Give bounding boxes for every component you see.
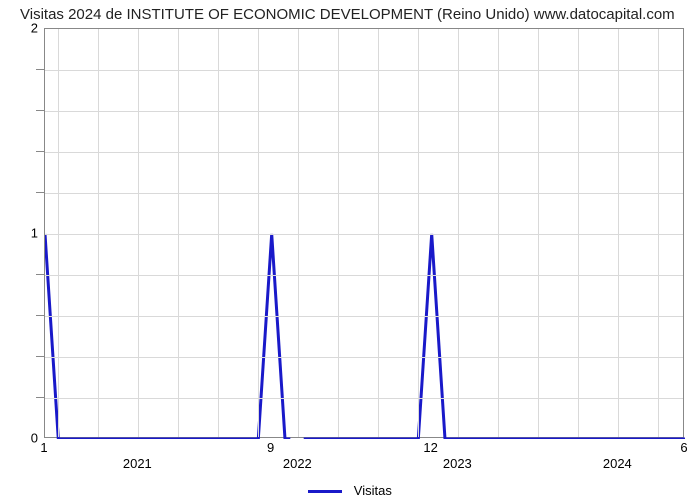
x-tick-label: 6 xyxy=(680,440,687,455)
gridline-vertical xyxy=(618,29,619,437)
gridline-horizontal xyxy=(45,398,683,399)
gridline-horizontal xyxy=(45,316,683,317)
y-minor-tick xyxy=(36,397,44,398)
y-minor-tick xyxy=(36,356,44,357)
gridline-vertical xyxy=(298,29,299,437)
plot-area xyxy=(44,28,684,438)
y-tick-label: 2 xyxy=(0,21,44,36)
gridline-vertical xyxy=(58,29,59,437)
y-tick-label: 1 xyxy=(0,226,44,241)
x-tick-label: 12 xyxy=(423,440,437,455)
x-year-label: 2023 xyxy=(443,456,472,471)
y-minor-tick xyxy=(36,110,44,111)
x-tick-label: 1 xyxy=(40,440,47,455)
gridline-horizontal xyxy=(45,357,683,358)
y-minor-tick xyxy=(36,274,44,275)
y-tick-label: 0 xyxy=(0,431,44,446)
legend: Visitas xyxy=(0,483,700,498)
gridline-horizontal xyxy=(45,275,683,276)
x-tick-label: 9 xyxy=(267,440,274,455)
legend-label: Visitas xyxy=(354,483,392,498)
gridline-vertical xyxy=(218,29,219,437)
gridline-vertical xyxy=(138,29,139,437)
gridline-vertical xyxy=(578,29,579,437)
gridline-vertical xyxy=(418,29,419,437)
gridline-vertical xyxy=(658,29,659,437)
y-minor-tick xyxy=(36,151,44,152)
y-minor-tick xyxy=(36,69,44,70)
gridline-vertical xyxy=(538,29,539,437)
chart-title: Visitas 2024 de INSTITUTE OF ECONOMIC DE… xyxy=(20,6,675,23)
gridline-horizontal xyxy=(45,193,683,194)
legend-swatch xyxy=(308,490,342,493)
gridline-vertical xyxy=(98,29,99,437)
gridline-horizontal xyxy=(45,152,683,153)
x-year-label: 2024 xyxy=(603,456,632,471)
gridline-horizontal xyxy=(45,234,683,235)
gridline-horizontal xyxy=(45,111,683,112)
chart-container: Visitas 2024 de INSTITUTE OF ECONOMIC DE… xyxy=(0,0,700,500)
gridline-vertical xyxy=(258,29,259,437)
gridline-vertical xyxy=(338,29,339,437)
gridline-vertical xyxy=(178,29,179,437)
x-year-label: 2021 xyxy=(123,456,152,471)
gridline-vertical xyxy=(498,29,499,437)
gridline-horizontal xyxy=(45,70,683,71)
gridline-vertical xyxy=(458,29,459,437)
y-minor-tick xyxy=(36,192,44,193)
visits-line xyxy=(45,234,685,439)
y-minor-tick xyxy=(36,315,44,316)
x-year-label: 2022 xyxy=(283,456,312,471)
gridline-vertical xyxy=(378,29,379,437)
